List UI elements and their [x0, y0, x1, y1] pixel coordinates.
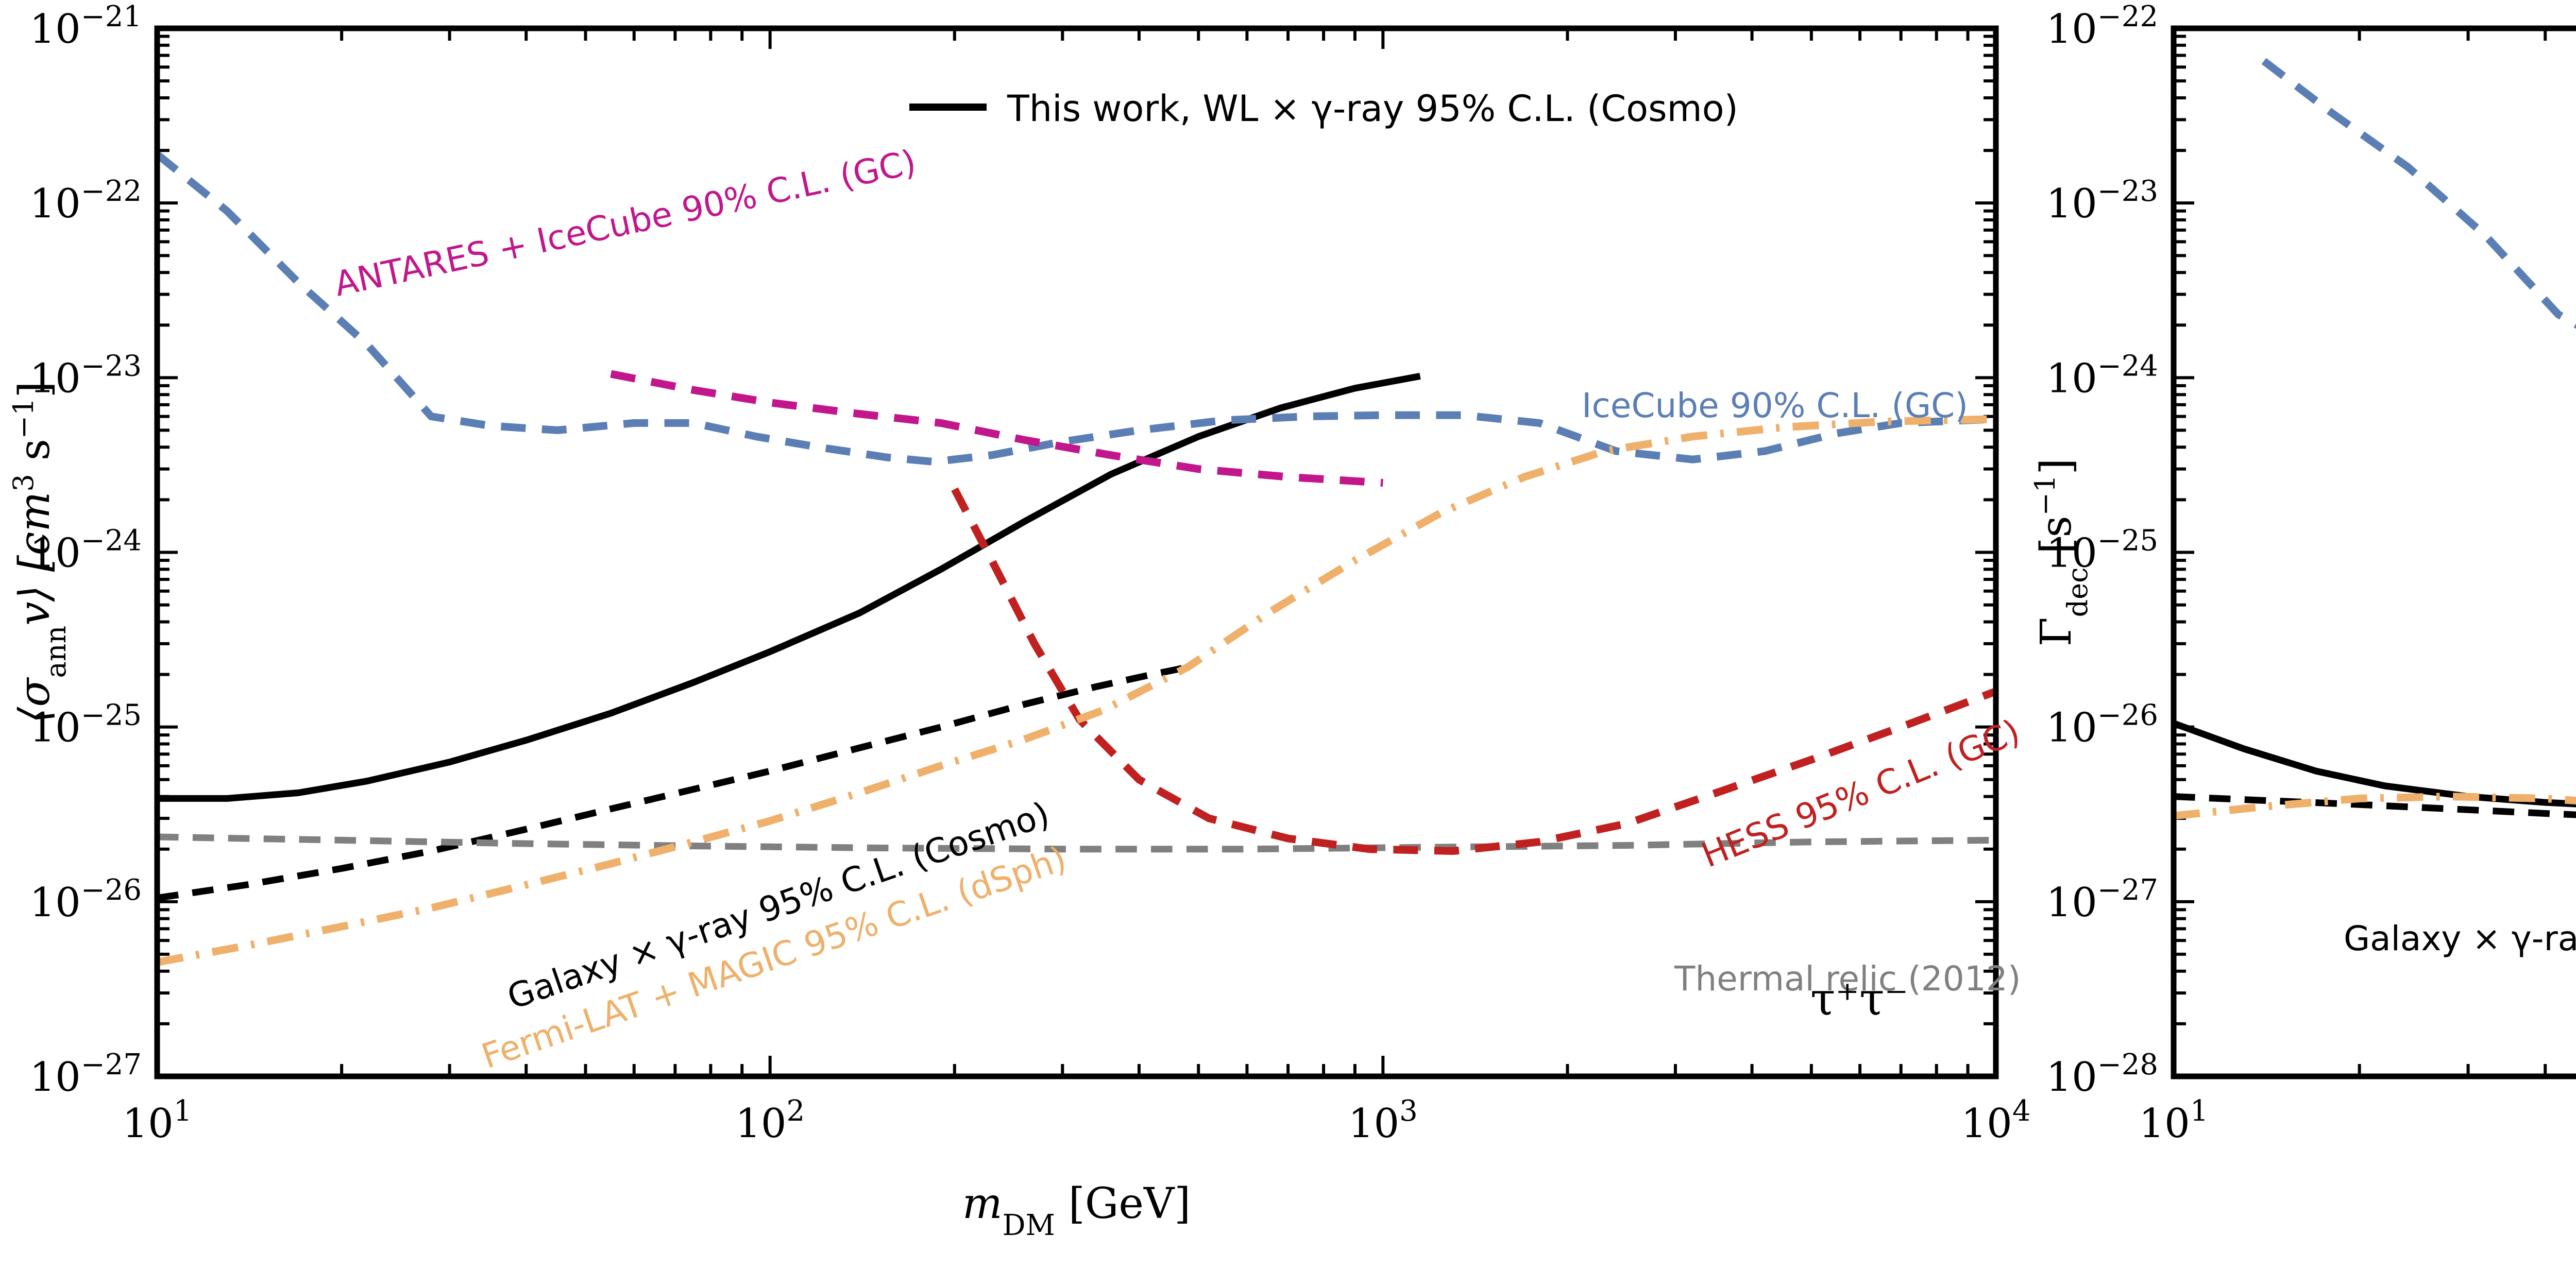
- y-tick-label: 10−22: [30, 175, 142, 228]
- x-axis-title: mDM [GeV]: [962, 1179, 1191, 1242]
- y-tick-label: 10−21: [30, 0, 142, 53]
- series-curve: [951, 487, 1996, 855]
- panel-decay: 10−2210−2310−2410−2510−2610−2710−2810110…: [2029, 0, 2576, 1287]
- x-tick-label: 104: [1961, 1094, 2029, 1147]
- y-tick-label: 10−24: [2046, 349, 2158, 402]
- y-axis-title: Γdec [s−1]: [2029, 458, 2094, 646]
- x-tick-label: 101: [2139, 1094, 2209, 1147]
- plot-decay: 10−2210−2310−2410−2510−2610−2710−2810110…: [2029, 0, 2576, 1147]
- curve-label-thermal-relic: Thermal relic (2012): [1674, 959, 2021, 999]
- curves: [2174, 58, 2576, 820]
- y-axis-title: ⟨σannv⟩ [cm3 s−1]: [7, 382, 72, 724]
- panel-annihilation: 10−21 10−22 10−23 10−24 10−25 10−26 10−27 101 10…: [7, 0, 2030, 1242]
- x-tick-label: 102: [735, 1094, 805, 1147]
- series-curve: [610, 370, 1383, 487]
- curve-label-icecube: IceCube 90% C.L. (GC): [1582, 386, 1968, 425]
- y-tick-label: 10−26: [2046, 698, 2158, 751]
- series-curve: [2174, 720, 2576, 808]
- final-state-annotation: τ⁺τ⁻: [1810, 972, 1908, 1025]
- series-curve: [157, 833, 1996, 853]
- series-curve: [157, 373, 1421, 802]
- y-tick-label: 10−27: [2046, 873, 2158, 926]
- curve-label-antares-icecube: ANTARES + IceCube 90% C.L. (GC): [331, 142, 919, 304]
- plot-frame: [154, 25, 1999, 1079]
- series-curve: [157, 415, 1996, 966]
- y-tick-label: 10−23: [2046, 175, 2158, 228]
- x-tick-label: 103: [1348, 1094, 1418, 1147]
- series-curve: [2174, 793, 2576, 820]
- series-curve: [157, 151, 1996, 466]
- y-tick-label: 10−28: [2046, 1048, 2158, 1101]
- series-curve: [2261, 58, 2576, 329]
- curve-label-hess: HESS 95% C.L. (GC): [1696, 712, 2025, 876]
- legend-label: This work, WL × γ-ray 95% C.L. (Cosmo): [1007, 88, 1738, 130]
- x-tick-label: 101: [123, 1094, 192, 1147]
- legend: This work, WL × γ-ray 95% C.L. (Cosmo): [909, 88, 1738, 130]
- plot-frame: [2171, 25, 2576, 1079]
- curves: [157, 151, 1996, 966]
- y-tick-label: 10−27: [30, 1048, 142, 1101]
- curve-label-galaxy-gamma: Galaxy × γ-ray 95% C.L. (Cosmo): [2344, 919, 2576, 958]
- y-tick-label: 10−22: [2046, 0, 2158, 53]
- series-curve: [157, 664, 1189, 902]
- axis-ticks: [156, 27, 1997, 1078]
- y-tick-label: 10−26: [30, 873, 142, 926]
